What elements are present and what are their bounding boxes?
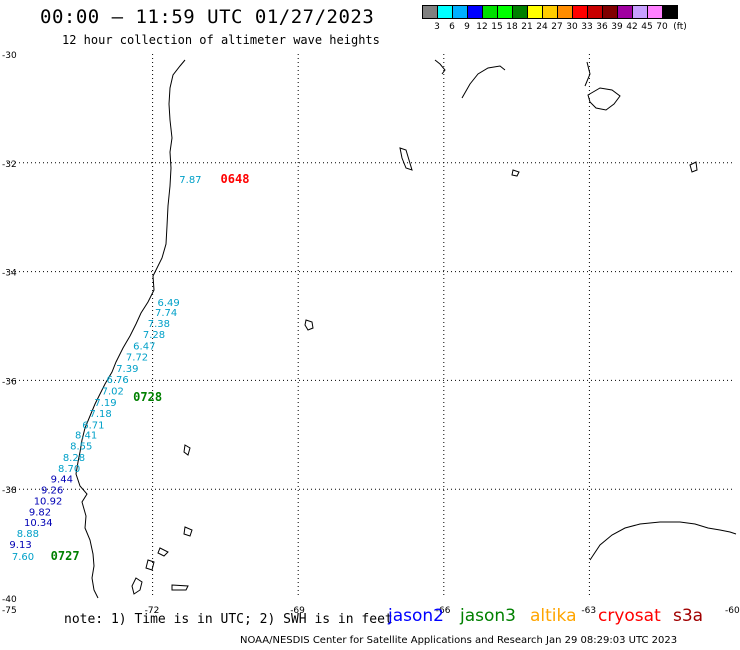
axis-labels-layer: -30 -32 -34 -36 -38 -40-75 -72 -69 -66 -63 -60 [2,51,740,616]
wave-height-value: 9.26 [41,486,63,497]
wave-height-value: 8.88 [17,529,39,540]
satellite-legend-item: jason2 [388,606,444,626]
color-scale-label: 15 [491,22,503,32]
wave-height-value: 6.47 [133,341,155,352]
color-scale-label: 18 [506,22,518,32]
color-scale-label: 24 [536,22,548,32]
latitude-label: -30 [2,51,17,61]
pass-time-label: 0728 [133,390,162,404]
color-scale-label: 30 [566,22,578,32]
southeast-landmass [589,521,737,561]
wave-height-value: 7.19 [94,398,116,409]
wave-height-value: 8.28 [63,453,85,464]
color-scale-label: 6 [449,22,455,32]
east-island-small [689,161,698,173]
longitude-label: -63 [581,606,596,616]
pass-time-label: 0648 [221,172,250,186]
chile-coastline [75,59,186,599]
wave-height-value: 7.39 [116,364,138,375]
wave-height-value: 9.44 [51,475,73,486]
latitude-label: -36 [2,377,17,387]
juan-fernandez-island [183,444,191,456]
color-scale-label: 3 [434,22,440,32]
color-scale-label: 70 [656,22,668,32]
color-scale-label: 39 [611,22,623,32]
wave-height-value: 8.70 [58,464,80,475]
coastline-layer [75,59,737,599]
color-scale-label: 36 [596,22,608,32]
latitude-label: -38 [2,486,17,496]
northern-landmass [461,65,506,99]
southern-island [145,559,155,571]
longitude-label: -69 [290,606,305,616]
latitude-label: -32 [2,160,17,170]
longitude-label: -66 [436,606,451,616]
ocean-island [304,319,314,331]
wave-height-value: 7.02 [102,387,124,398]
wave-height-value: 7.74 [155,308,177,319]
color-scale-label: 45 [641,22,653,32]
graticule-grid [7,54,735,598]
southern-island [131,577,143,595]
satellite-legend-item: cryosat [598,606,661,626]
chart-title: 00:00 – 11:59 UTC 01/27/2023 [40,6,375,28]
color-scale-label: 9 [464,22,470,32]
ocean-island [399,147,413,171]
latitude-label: -40 [2,595,17,605]
wave-height-value: 8.55 [70,441,92,452]
satellite-legend-item: s3a [673,606,704,626]
wave-height-value: 8.41 [75,431,97,442]
color-scale-label: 27 [551,22,563,32]
pass-time-label: 0727 [51,549,80,563]
color-scale-bar [422,5,678,19]
southern-island [171,584,189,591]
color-swatch [662,5,678,19]
color-scale-label: 21 [521,22,533,32]
color-scale-label: 12 [476,22,488,32]
wave-height-value: 6.49 [157,298,179,309]
latitude-label: -34 [2,269,17,279]
wave-height-value: 9.82 [29,507,51,518]
southern-island [183,526,193,537]
longitude-label: -72 [145,606,160,616]
wave-height-value: 10.92 [34,496,63,507]
wave-height-value: 7.72 [126,352,148,363]
color-scale-label: (ft) [673,22,687,32]
wave-height-value: 9.13 [9,540,31,551]
wave-height-value: 7.87 [179,175,201,186]
chart-subtitle: 12 hour collection of altimeter wave hei… [62,33,380,47]
footnote: note: 1) Time is in UTC; 2) SWH is in fe… [64,612,393,627]
satellite-legend-item: jason3 [460,606,516,626]
wave-height-value: 7.38 [148,319,170,330]
longitude-label: -60 [725,606,740,616]
color-scale-label: 42 [626,22,638,32]
wave-height-value: 7.28 [143,330,165,341]
ocean-island [511,169,520,177]
satellite-legend-item: altika [530,606,577,626]
northern-landmass [584,61,591,87]
wave-height-value: 7.18 [90,409,112,420]
observations-layer: 7.87 6.497.747.387.286.477.727.396.767.02… [9,172,249,563]
east-island [587,87,621,111]
credit-line: NOAA/NESDIS Center for Satellite Applica… [240,635,678,646]
wave-height-value: 6.71 [82,420,104,431]
longitude-label: -75 [2,606,17,616]
color-scale-label: 33 [581,22,593,32]
southern-island [157,547,169,557]
wave-height-value: 7.60 [12,552,34,563]
northern-landmass [434,59,446,75]
wave-height-value: 10.34 [24,518,53,529]
wave-height-value: 6.76 [106,375,128,386]
